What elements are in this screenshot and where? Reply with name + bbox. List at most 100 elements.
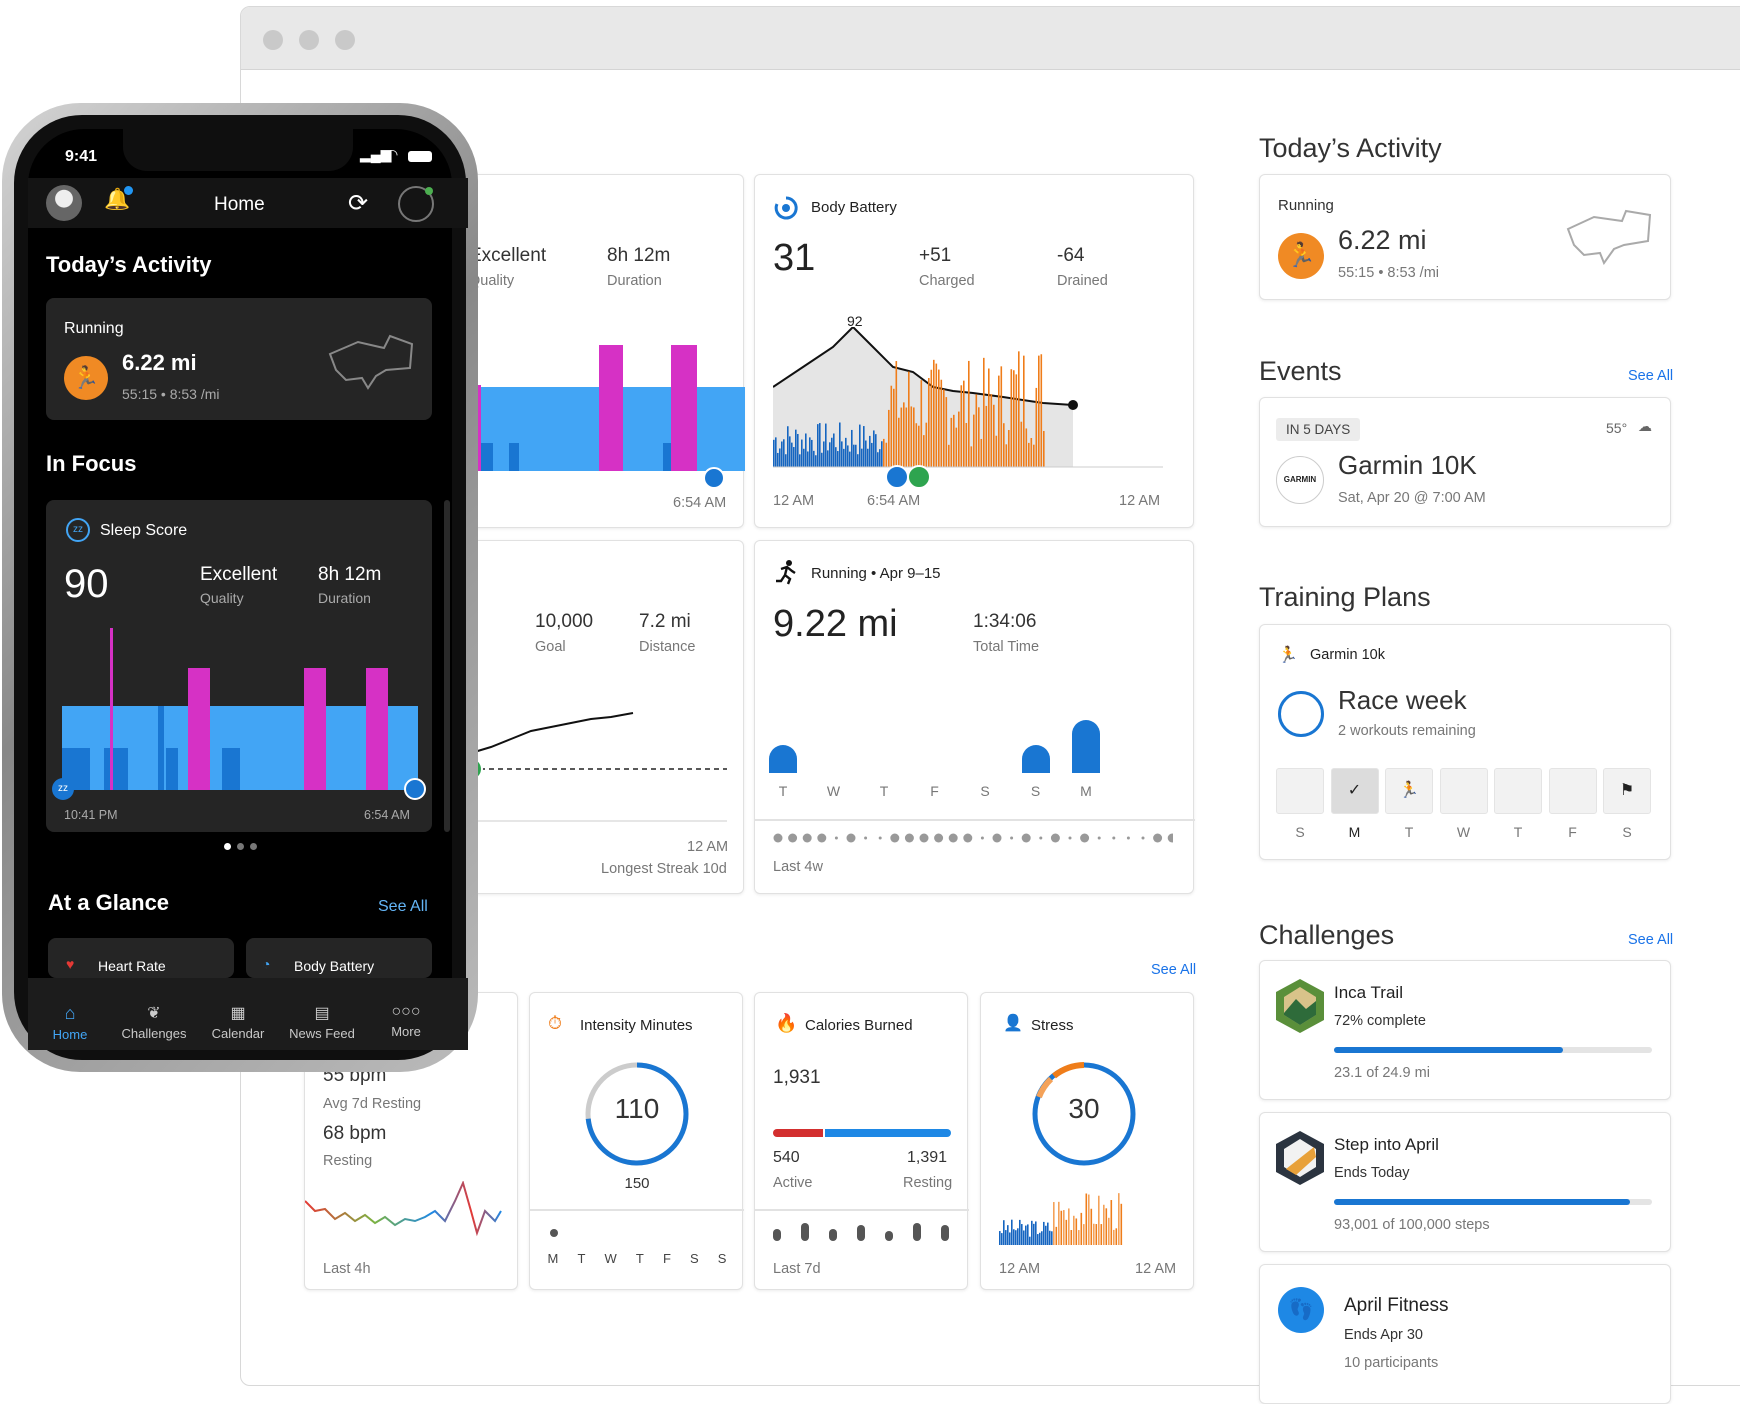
run-day-bar [1072, 720, 1100, 773]
stress-card[interactable]: 👤 Stress 30 12 AM 12 AM [980, 992, 1194, 1290]
intensity-day-label: W [604, 1251, 617, 1266]
event-card[interactable]: IN 5 DAYS 55° ☁ GARMIN Garmin 10K Sat, A… [1259, 397, 1671, 527]
running-icon: 🏃 [1399, 782, 1419, 799]
intensity-title: Intensity Minutes [580, 1017, 693, 1034]
calories-footer: Last 7d [773, 1261, 821, 1277]
tab-home[interactable]: ⌂ Home [52, 1003, 88, 1042]
phone-running-icon: 🏃 [64, 356, 108, 400]
challenges-see-all-link[interactable]: See All [1628, 932, 1674, 948]
body-battery-card[interactable]: Body Battery 31 +51 Charged -64 Drained … [754, 174, 1194, 528]
phone-activity-detail: 55:15 • 8:53 /mi [122, 386, 220, 402]
calories-active-label: Active [773, 1175, 813, 1191]
phone-todays-activity-heading: Today’s Activity [46, 252, 212, 277]
inca-trail-badge-icon [1276, 979, 1324, 1033]
calories-week-bars [773, 1223, 949, 1241]
news-feed-icon: ▤ [314, 1005, 330, 1022]
run-day-label: S [1030, 783, 1041, 799]
plan-day-cell[interactable] [1494, 768, 1542, 814]
challenge-detail: 23.1 of 24.9 mi [1334, 1065, 1430, 1081]
plan-progress-ring [1278, 691, 1324, 737]
tab-news-feed[interactable]: ▤ News Feed [289, 1005, 355, 1041]
signal-icon: ▂▄▆ [360, 146, 392, 162]
sleep-end-time: 6:54 AM [673, 495, 727, 511]
maximize-window-button[interactable] [335, 30, 355, 50]
events-see-all-link[interactable]: See All [1628, 368, 1674, 384]
steps-goal-label: Goal [535, 639, 566, 655]
tab-calendar[interactable]: ▦ Calendar [211, 1005, 265, 1041]
sleep-start-icon: zz [52, 778, 74, 800]
phone-activity-card[interactable] [46, 298, 432, 420]
flame-icon: 🔥 [775, 1013, 798, 1033]
phone-activity-type: Running [64, 320, 124, 337]
phone-sleep-score: 90 [64, 562, 109, 606]
wake-marker-icon [404, 778, 426, 800]
plan-title: Race week [1338, 685, 1467, 715]
carousel-dot[interactable] [237, 843, 244, 850]
plan-day-cell[interactable] [1439, 768, 1488, 814]
close-window-button[interactable] [263, 30, 283, 50]
todays-activity-heading: Today’s Activity [1259, 133, 1442, 163]
watch-device-icon[interactable] [398, 186, 434, 222]
challenge-card[interactable]: Inca Trail 72% complete 23.1 of 24.9 mi [1259, 960, 1671, 1100]
stress-icon: 👤 [1003, 1015, 1023, 1032]
phone-quality-value: Excellent [200, 564, 278, 585]
challenge-status: Ends Apr 30 [1344, 1327, 1423, 1343]
plan-day-label: T [1513, 824, 1523, 840]
heart-icon: ♥ [66, 956, 75, 972]
tab-more[interactable]: ○○○ More [391, 1003, 421, 1039]
plan-day-cell[interactable] [1548, 768, 1597, 814]
plan-day-cell[interactable]: ⚑ [1603, 768, 1651, 814]
carousel-dot[interactable] [250, 843, 257, 850]
challenge-name: April Fitness [1344, 1295, 1449, 1316]
stress-chart [999, 1193, 1123, 1245]
plan-day-cell[interactable]: ✓ [1330, 768, 1379, 814]
body-battery-icon [774, 196, 798, 220]
avatar[interactable] [46, 185, 82, 221]
glance-see-all-link[interactable]: See All [1151, 962, 1197, 978]
browser-toolbar [241, 7, 1740, 70]
plan-day-label: F [1568, 824, 1577, 840]
garmin-logo: GARMIN [1276, 456, 1324, 504]
intensity-icon: ⏱ [548, 1013, 563, 1033]
running-week-title: Running • Apr 9–15 [811, 565, 941, 582]
run-day-label: M [1080, 783, 1092, 799]
charged-label: Charged [919, 273, 975, 289]
sync-icon[interactable]: ⟳ [348, 190, 369, 217]
battery-glance-icon: ◔ [262, 956, 271, 972]
glance-heart-rate-label: Heart Rate [98, 958, 166, 974]
minimize-window-button[interactable] [299, 30, 319, 50]
intensity-day-label: M [547, 1251, 559, 1266]
hr-avg-label: Avg 7d Resting [323, 1096, 422, 1112]
challenge-card[interactable]: 👣 April Fitness Ends Apr 30 10 participa… [1259, 1264, 1671, 1404]
home-icon: ⌂ [64, 1003, 76, 1023]
calories-card[interactable]: 🔥 Calories Burned 1,931 540 Active 1,391… [754, 992, 969, 1290]
steps-distance-label: Distance [639, 639, 696, 655]
plan-day-cell[interactable] [1276, 768, 1324, 814]
carousel-dot-active[interactable] [224, 843, 231, 850]
plan-day-cell[interactable]: 🏃 [1385, 768, 1433, 814]
drained-label: Drained [1057, 273, 1108, 289]
phone-see-all-link[interactable]: See All [378, 898, 428, 915]
running-week-card[interactable]: Running • Apr 9–15 9.22 mi 1:34:06 Total… [754, 540, 1195, 894]
glance-body-battery-card[interactable] [246, 938, 432, 978]
battery-x-mid: 6:54 AM [867, 493, 921, 509]
event-weather: 55° [1606, 420, 1628, 436]
laurel-icon: ❦ [147, 1005, 161, 1022]
todays-activity-card[interactable]: Running 🏃 6.22 mi 55:15 • 8:53 /mi [1259, 174, 1671, 300]
training-plan-card[interactable]: 🏃 Garmin 10k Race week 2 workouts remain… [1259, 624, 1671, 860]
glance-heart-rate-card[interactable] [48, 938, 234, 978]
intensity-day-label: F [662, 1251, 671, 1266]
plan-subtitle: 2 workouts remaining [1338, 723, 1476, 739]
run-marker-icon [907, 465, 931, 489]
steps-time: 12 AM [687, 839, 729, 855]
stress-ring [1032, 1062, 1136, 1166]
intensity-minutes-card[interactable]: ⏱ Intensity Minutes 110 150 M T W T F S S [529, 992, 744, 1290]
tab-challenges[interactable]: ❦ Challenges [121, 1005, 187, 1041]
body-battery-value: 31 [773, 237, 816, 279]
challenge-card[interactable]: Step into April Ends Today 93,001 of 100… [1259, 1112, 1671, 1252]
notifications-bell-icon[interactable]: 🔔 [104, 188, 131, 211]
phone-quality-label: Quality [200, 590, 244, 606]
phone-tab-bar [28, 978, 468, 1050]
stress-value: 30 [1068, 1093, 1100, 1124]
calories-active-value: 540 [773, 1149, 800, 1166]
